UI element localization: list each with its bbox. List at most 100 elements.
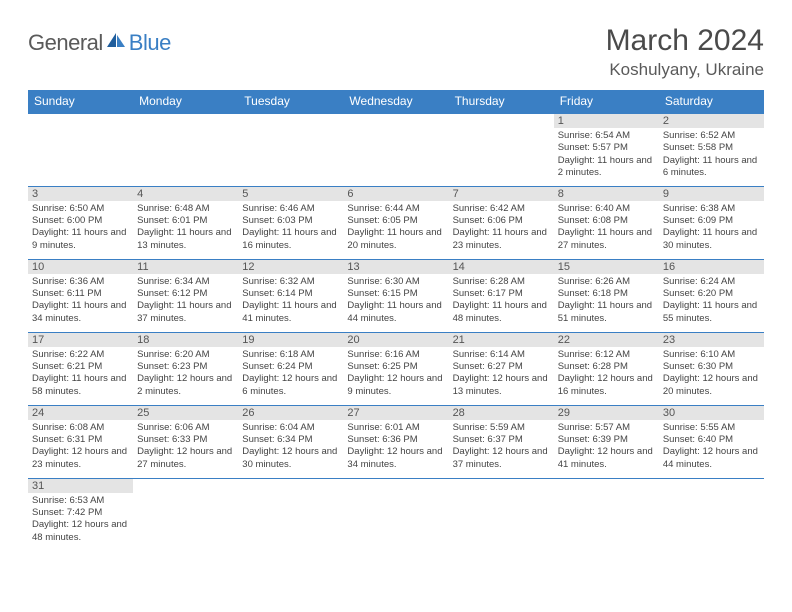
day-number: 22 bbox=[554, 333, 659, 347]
day-number: 31 bbox=[28, 479, 133, 493]
weekday-header: Friday bbox=[554, 90, 659, 113]
calendar-empty-cell bbox=[659, 478, 764, 551]
day-details: Sunrise: 6:30 AMSunset: 6:15 PMDaylight:… bbox=[343, 274, 448, 325]
day-details: Sunrise: 6:50 AMSunset: 6:00 PMDaylight:… bbox=[28, 201, 133, 252]
day-details: Sunrise: 6:16 AMSunset: 6:25 PMDaylight:… bbox=[343, 347, 448, 398]
title-block: March 2024 Koshulyany, Ukraine bbox=[606, 24, 764, 80]
day-details: Sunrise: 6:28 AMSunset: 6:17 PMDaylight:… bbox=[449, 274, 554, 325]
calendar-day-cell: 23Sunrise: 6:10 AMSunset: 6:30 PMDayligh… bbox=[659, 332, 764, 405]
day-number: 21 bbox=[449, 333, 554, 347]
day-number: 5 bbox=[238, 187, 343, 201]
calendar-day-cell: 3Sunrise: 6:50 AMSunset: 6:00 PMDaylight… bbox=[28, 186, 133, 259]
calendar-day-cell: 28Sunrise: 5:59 AMSunset: 6:37 PMDayligh… bbox=[449, 405, 554, 478]
weekday-header: Monday bbox=[133, 90, 238, 113]
calendar-day-cell: 13Sunrise: 6:30 AMSunset: 6:15 PMDayligh… bbox=[343, 259, 448, 332]
day-number: 7 bbox=[449, 187, 554, 201]
day-number: 15 bbox=[554, 260, 659, 274]
day-number: 30 bbox=[659, 406, 764, 420]
calendar-head: SundayMondayTuesdayWednesdayThursdayFrid… bbox=[28, 90, 764, 113]
calendar-day-cell: 14Sunrise: 6:28 AMSunset: 6:17 PMDayligh… bbox=[449, 259, 554, 332]
day-details: Sunrise: 6:52 AMSunset: 5:58 PMDaylight:… bbox=[659, 128, 764, 179]
calendar-empty-cell bbox=[238, 478, 343, 551]
calendar-day-cell: 19Sunrise: 6:18 AMSunset: 6:24 PMDayligh… bbox=[238, 332, 343, 405]
weekday-row: SundayMondayTuesdayWednesdayThursdayFrid… bbox=[28, 90, 764, 113]
day-details: Sunrise: 6:10 AMSunset: 6:30 PMDaylight:… bbox=[659, 347, 764, 398]
calendar-day-cell: 8Sunrise: 6:40 AMSunset: 6:08 PMDaylight… bbox=[554, 186, 659, 259]
calendar-day-cell: 25Sunrise: 6:06 AMSunset: 6:33 PMDayligh… bbox=[133, 405, 238, 478]
day-number: 18 bbox=[133, 333, 238, 347]
calendar-day-cell: 24Sunrise: 6:08 AMSunset: 6:31 PMDayligh… bbox=[28, 405, 133, 478]
day-number: 11 bbox=[133, 260, 238, 274]
day-number: 4 bbox=[133, 187, 238, 201]
day-details: Sunrise: 6:06 AMSunset: 6:33 PMDaylight:… bbox=[133, 420, 238, 471]
day-number: 13 bbox=[343, 260, 448, 274]
day-details: Sunrise: 6:08 AMSunset: 6:31 PMDaylight:… bbox=[28, 420, 133, 471]
calendar-day-cell: 15Sunrise: 6:26 AMSunset: 6:18 PMDayligh… bbox=[554, 259, 659, 332]
calendar-day-cell: 2Sunrise: 6:52 AMSunset: 5:58 PMDaylight… bbox=[659, 113, 764, 186]
day-number: 12 bbox=[238, 260, 343, 274]
day-details: Sunrise: 6:04 AMSunset: 6:34 PMDaylight:… bbox=[238, 420, 343, 471]
calendar-day-cell: 10Sunrise: 6:36 AMSunset: 6:11 PMDayligh… bbox=[28, 259, 133, 332]
day-number: 25 bbox=[133, 406, 238, 420]
day-number: 3 bbox=[28, 187, 133, 201]
day-number: 10 bbox=[28, 260, 133, 274]
day-details: Sunrise: 6:01 AMSunset: 6:36 PMDaylight:… bbox=[343, 420, 448, 471]
day-details: Sunrise: 6:54 AMSunset: 5:57 PMDaylight:… bbox=[554, 128, 659, 179]
day-details: Sunrise: 6:14 AMSunset: 6:27 PMDaylight:… bbox=[449, 347, 554, 398]
day-number: 6 bbox=[343, 187, 448, 201]
day-details: Sunrise: 6:36 AMSunset: 6:11 PMDaylight:… bbox=[28, 274, 133, 325]
sail-icon bbox=[105, 31, 127, 56]
day-details: Sunrise: 6:24 AMSunset: 6:20 PMDaylight:… bbox=[659, 274, 764, 325]
day-details: Sunrise: 6:44 AMSunset: 6:05 PMDaylight:… bbox=[343, 201, 448, 252]
calendar-body: 1Sunrise: 6:54 AMSunset: 5:57 PMDaylight… bbox=[28, 113, 764, 551]
day-details: Sunrise: 6:20 AMSunset: 6:23 PMDaylight:… bbox=[133, 347, 238, 398]
calendar-week-row: 17Sunrise: 6:22 AMSunset: 6:21 PMDayligh… bbox=[28, 332, 764, 405]
calendar-empty-cell bbox=[449, 113, 554, 186]
weekday-header: Wednesday bbox=[343, 90, 448, 113]
day-details: Sunrise: 5:59 AMSunset: 6:37 PMDaylight:… bbox=[449, 420, 554, 471]
day-number: 1 bbox=[554, 114, 659, 128]
calendar-page: General Blue March 2024 Koshulyany, Ukra… bbox=[0, 0, 792, 551]
calendar-empty-cell bbox=[449, 478, 554, 551]
calendar-empty-cell bbox=[343, 113, 448, 186]
calendar-day-cell: 12Sunrise: 6:32 AMSunset: 6:14 PMDayligh… bbox=[238, 259, 343, 332]
calendar-day-cell: 11Sunrise: 6:34 AMSunset: 6:12 PMDayligh… bbox=[133, 259, 238, 332]
month-title: March 2024 bbox=[606, 24, 764, 58]
location: Koshulyany, Ukraine bbox=[606, 60, 764, 80]
weekday-header: Tuesday bbox=[238, 90, 343, 113]
calendar-day-cell: 6Sunrise: 6:44 AMSunset: 6:05 PMDaylight… bbox=[343, 186, 448, 259]
day-details: Sunrise: 6:48 AMSunset: 6:01 PMDaylight:… bbox=[133, 201, 238, 252]
day-number: 23 bbox=[659, 333, 764, 347]
day-details: Sunrise: 6:18 AMSunset: 6:24 PMDaylight:… bbox=[238, 347, 343, 398]
calendar-empty-cell bbox=[554, 478, 659, 551]
day-number: 28 bbox=[449, 406, 554, 420]
calendar-day-cell: 16Sunrise: 6:24 AMSunset: 6:20 PMDayligh… bbox=[659, 259, 764, 332]
day-details: Sunrise: 6:46 AMSunset: 6:03 PMDaylight:… bbox=[238, 201, 343, 252]
calendar-table: SundayMondayTuesdayWednesdayThursdayFrid… bbox=[28, 90, 764, 551]
calendar-day-cell: 22Sunrise: 6:12 AMSunset: 6:28 PMDayligh… bbox=[554, 332, 659, 405]
weekday-header: Thursday bbox=[449, 90, 554, 113]
calendar-day-cell: 30Sunrise: 5:55 AMSunset: 6:40 PMDayligh… bbox=[659, 405, 764, 478]
calendar-empty-cell bbox=[28, 113, 133, 186]
day-number: 26 bbox=[238, 406, 343, 420]
day-details: Sunrise: 5:57 AMSunset: 6:39 PMDaylight:… bbox=[554, 420, 659, 471]
day-number: 27 bbox=[343, 406, 448, 420]
day-number: 29 bbox=[554, 406, 659, 420]
logo-text-general: General bbox=[28, 30, 103, 56]
calendar-day-cell: 1Sunrise: 6:54 AMSunset: 5:57 PMDaylight… bbox=[554, 113, 659, 186]
day-number: 19 bbox=[238, 333, 343, 347]
calendar-week-row: 3Sunrise: 6:50 AMSunset: 6:00 PMDaylight… bbox=[28, 186, 764, 259]
calendar-empty-cell bbox=[238, 113, 343, 186]
calendar-day-cell: 18Sunrise: 6:20 AMSunset: 6:23 PMDayligh… bbox=[133, 332, 238, 405]
day-number: 16 bbox=[659, 260, 764, 274]
day-details: Sunrise: 6:42 AMSunset: 6:06 PMDaylight:… bbox=[449, 201, 554, 252]
day-details: Sunrise: 6:12 AMSunset: 6:28 PMDaylight:… bbox=[554, 347, 659, 398]
calendar-day-cell: 29Sunrise: 5:57 AMSunset: 6:39 PMDayligh… bbox=[554, 405, 659, 478]
day-details: Sunrise: 6:32 AMSunset: 6:14 PMDaylight:… bbox=[238, 274, 343, 325]
calendar-day-cell: 5Sunrise: 6:46 AMSunset: 6:03 PMDaylight… bbox=[238, 186, 343, 259]
weekday-header: Sunday bbox=[28, 90, 133, 113]
header: General Blue March 2024 Koshulyany, Ukra… bbox=[28, 24, 764, 80]
logo: General Blue bbox=[28, 24, 171, 56]
calendar-week-row: 10Sunrise: 6:36 AMSunset: 6:11 PMDayligh… bbox=[28, 259, 764, 332]
day-details: Sunrise: 6:34 AMSunset: 6:12 PMDaylight:… bbox=[133, 274, 238, 325]
